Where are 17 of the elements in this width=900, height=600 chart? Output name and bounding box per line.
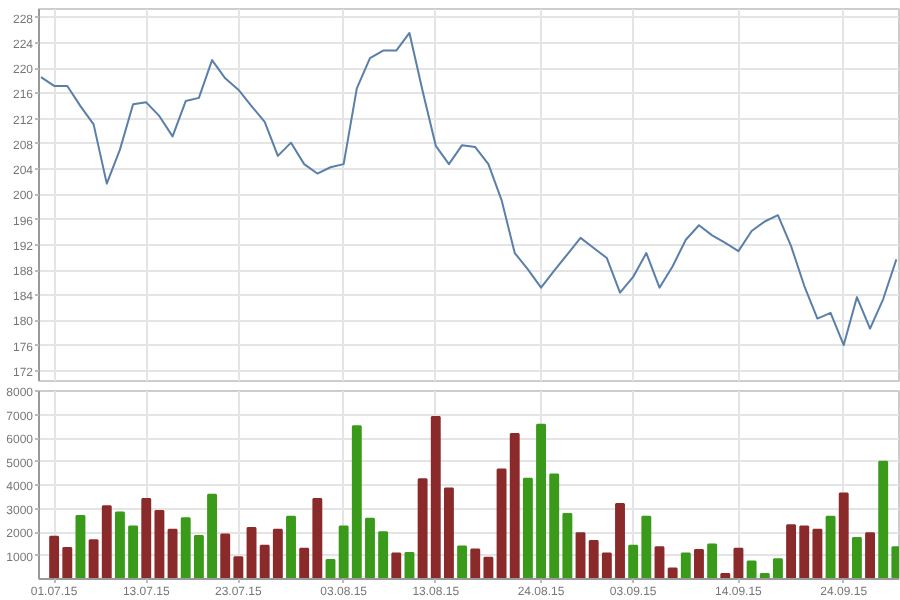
- bar: [167, 528, 178, 579]
- bar: [667, 567, 678, 579]
- line-series: [39, 31, 898, 347]
- bar: [865, 532, 875, 579]
- bar: [838, 492, 849, 579]
- bar: [654, 546, 665, 579]
- bar: [286, 515, 296, 579]
- bar: [391, 552, 402, 579]
- bar: [825, 515, 836, 579]
- bar: [694, 549, 704, 579]
- bar: [246, 527, 257, 579]
- bar: [851, 537, 862, 579]
- bar: [75, 515, 86, 579]
- bar: [457, 545, 468, 579]
- bar: [575, 532, 586, 579]
- bar: [707, 543, 718, 579]
- bar: [680, 552, 691, 579]
